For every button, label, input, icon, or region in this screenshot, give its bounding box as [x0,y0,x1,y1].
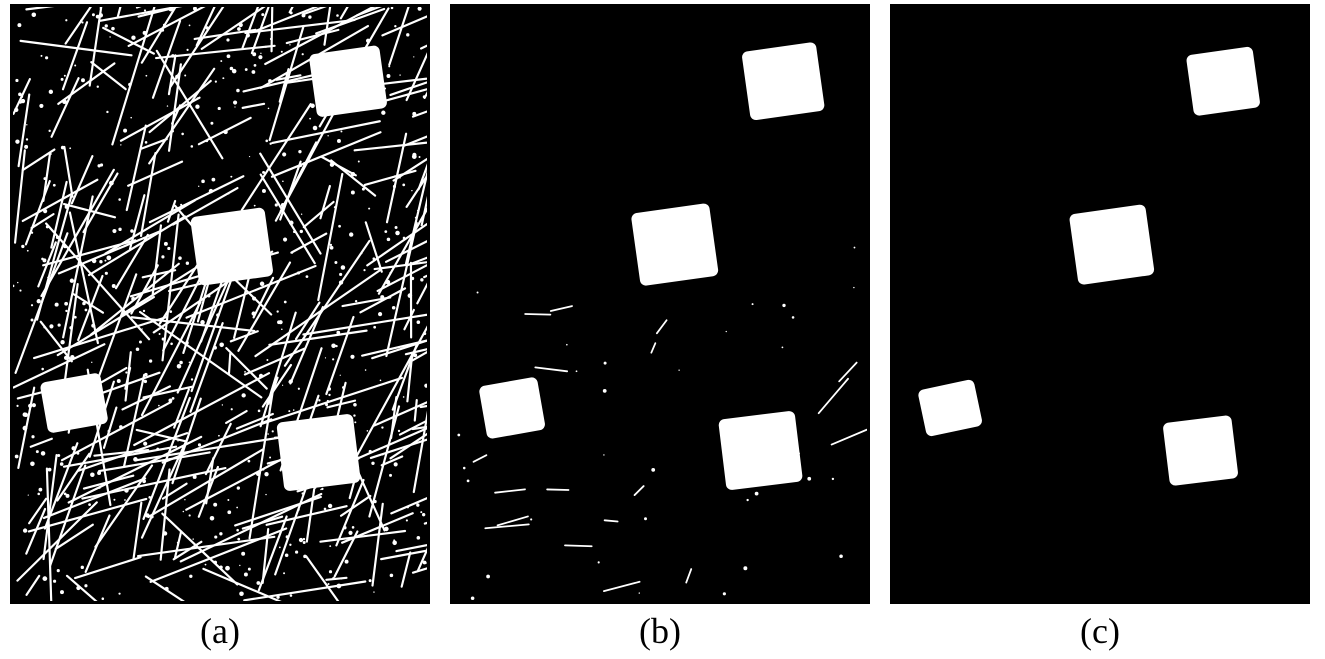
panel-a-caption: (a) [200,610,240,653]
panel-b-wrap: (b) [450,4,870,653]
panel-a-image [10,4,430,604]
panel-c-image [890,4,1310,604]
panel-b-image [450,4,870,604]
figure-row: (a) (b) (c) [0,0,1325,653]
panel-b-caption: (b) [639,610,681,653]
panel-c-wrap: (c) [890,4,1310,653]
panel-c-caption: (c) [1080,610,1120,653]
panel-a-wrap: (a) [10,4,430,653]
